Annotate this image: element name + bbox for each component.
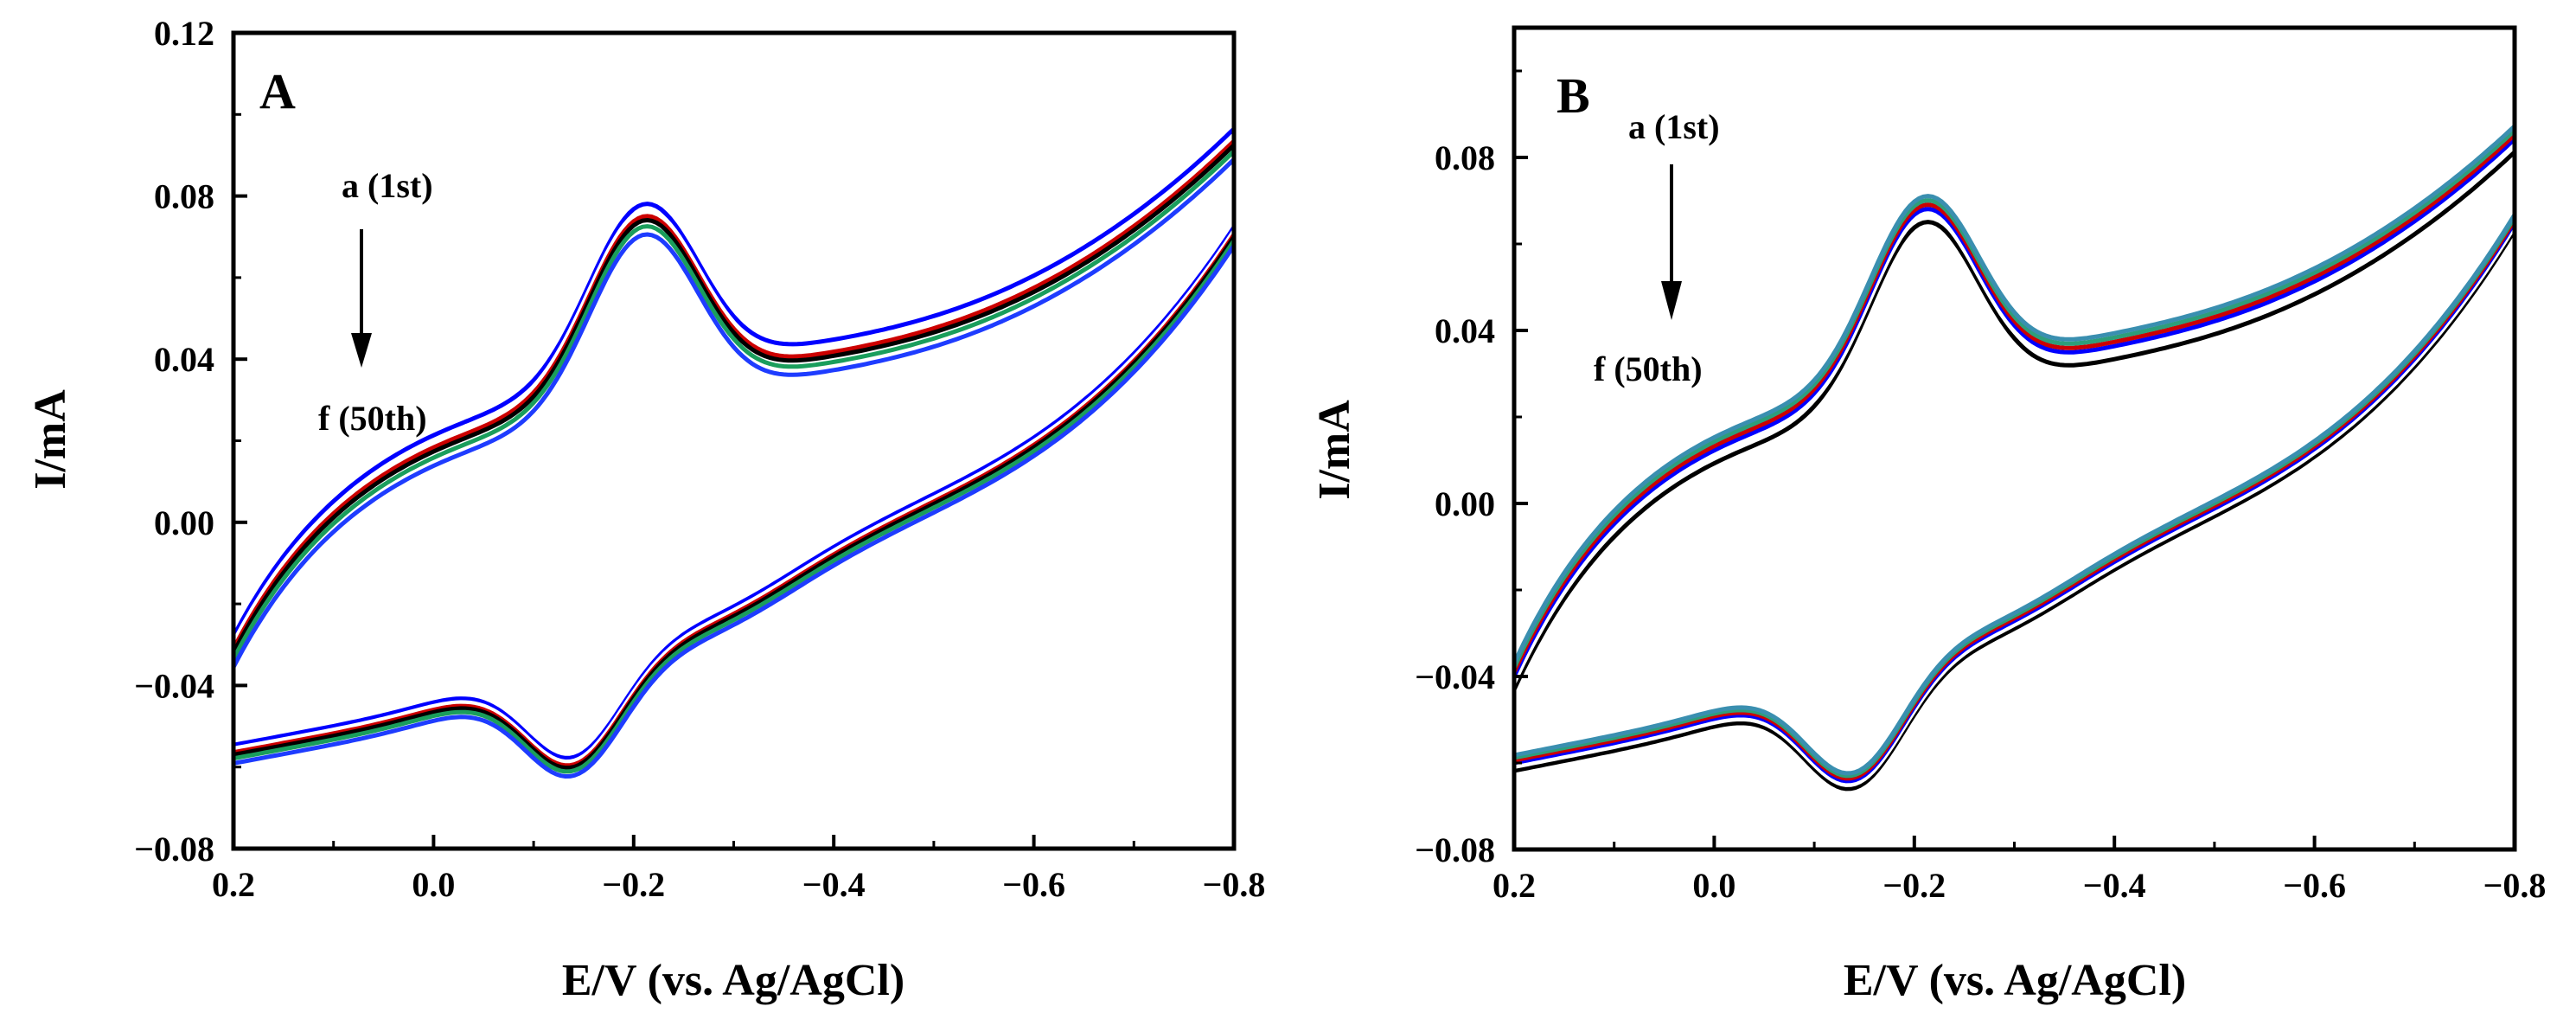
panel-b-x-tick-label: −0.4 bbox=[2083, 866, 2146, 905]
panel-b-y-tick-label: −0.04 bbox=[1415, 657, 1495, 696]
panel-a-x-tick-label: −0.2 bbox=[602, 865, 665, 904]
panel-a-x-axis-title: E/V (vs. Ag/AgCl) bbox=[562, 956, 904, 1005]
panel-a-y-tick-label: 0.00 bbox=[154, 503, 214, 542]
panel-a-series-3 bbox=[231, 138, 1237, 768]
panel-b-annotation-last: f (50th) bbox=[1594, 349, 1703, 388]
panel-a-y-tick-label: 0.04 bbox=[154, 340, 214, 379]
panel-b-y-tick-label: −0.08 bbox=[1415, 830, 1495, 869]
panel-b-x-tick-label: −0.8 bbox=[2483, 866, 2547, 905]
panel-a-label: A bbox=[259, 63, 296, 119]
panel-a-ticks: 0.2 0.0 −0.2 −0.4 −0.6 −0.8 −0.08 −0.04 0.00 0.04… bbox=[134, 14, 1265, 904]
panel-a-y-tick-label: 0.12 bbox=[154, 14, 214, 53]
panel-a-curves bbox=[231, 126, 1237, 779]
panel-b-y-axis-title: I/mA bbox=[1310, 400, 1359, 500]
panel-a-annotation-last: f (50th) bbox=[318, 399, 427, 438]
panel-a-x-tick-label: 0.2 bbox=[212, 865, 255, 904]
panel-a-y-axis-title: I/mA bbox=[26, 389, 75, 490]
panel-b-series-3 bbox=[1512, 137, 2517, 784]
panel-a-annotation-first: a (1st) bbox=[342, 166, 433, 205]
panel-b-curves bbox=[1512, 124, 2517, 792]
panel-a-x-tick-label: 0.0 bbox=[412, 865, 455, 904]
panel-b-series-5 bbox=[1512, 128, 2517, 779]
panel-b-x-tick-label: 0.0 bbox=[1692, 866, 1735, 905]
panel-b-label: B bbox=[1556, 67, 1590, 124]
panel-a-x-tick-label: −0.4 bbox=[802, 865, 866, 904]
panel-b-y-tick-label: 0.08 bbox=[1435, 138, 1495, 177]
panel-b-y-tick-label: 0.04 bbox=[1435, 311, 1495, 350]
panel-b-series-6 bbox=[1512, 124, 2517, 776]
panel-b-y-tick-label: 0.00 bbox=[1435, 484, 1495, 523]
panel-a: 0.2 0.0 −0.2 −0.4 −0.6 −0.8 −0.08 −0.04 0.00 0.04… bbox=[26, 14, 1265, 1005]
panel-b-x-tick-label: 0.2 bbox=[1493, 866, 1536, 905]
panel-a-x-tick-label: −0.8 bbox=[1203, 865, 1266, 904]
panel-a-series-4 bbox=[231, 143, 1237, 771]
panel-b-ticks: 0.2 0.0 −0.2 −0.4 −0.6 −0.8 −0.08 −0.04 0.00 0.04… bbox=[1415, 69, 2547, 905]
panel-a-series-1 bbox=[231, 126, 1237, 760]
panel-a-series-2 bbox=[231, 132, 1237, 765]
panel-b: 0.2 0.0 −0.2 −0.4 −0.6 −0.8 −0.08 −0.04 0.00 0.04… bbox=[1310, 25, 2547, 1005]
panel-b-series-4 bbox=[1512, 132, 2517, 781]
panel-b-scan-arrow bbox=[1661, 164, 1682, 320]
panel-a-y-tick-label: 0.08 bbox=[154, 177, 214, 216]
panel-a-y-tick-label: −0.08 bbox=[134, 830, 214, 869]
panel-b-x-tick-label: −0.6 bbox=[2283, 866, 2346, 905]
panel-b-annotation-first: a (1st) bbox=[1628, 107, 1720, 146]
panel-a-scan-arrow bbox=[351, 229, 372, 368]
panel-b-x-tick-label: −0.2 bbox=[1882, 866, 1946, 905]
panel-b-x-axis-title: E/V (vs. Ag/AgCl) bbox=[1844, 956, 2186, 1005]
panel-a-y-tick-label: −0.04 bbox=[134, 666, 214, 705]
panel-a-x-tick-label: −0.6 bbox=[1002, 865, 1065, 904]
